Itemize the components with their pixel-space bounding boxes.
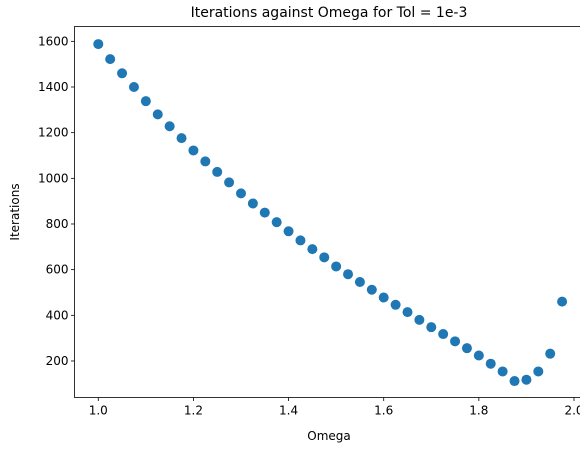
data-point [521, 374, 532, 385]
data-point [200, 156, 211, 167]
data-point [128, 82, 139, 93]
y-tick-label: 800 [46, 217, 69, 231]
data-point [473, 350, 484, 361]
data-point [259, 207, 270, 218]
axes-frame [74, 26, 580, 398]
x-tick-label: 1.0 [89, 404, 108, 418]
data-point [247, 198, 258, 209]
data-point [533, 366, 544, 377]
data-point [235, 188, 246, 199]
data-point [140, 96, 151, 107]
data-point [557, 296, 568, 307]
data-point [295, 235, 306, 246]
data-point [497, 366, 508, 377]
chart-title: Iterations against Omega for Tol = 1e-3 [191, 5, 468, 21]
data-point [343, 269, 354, 280]
data-point [545, 348, 556, 359]
data-point [212, 166, 223, 177]
x-tick-label: 1.6 [374, 404, 393, 418]
x-tick-label: 1.4 [279, 404, 298, 418]
data-point [366, 284, 377, 295]
data-point [319, 252, 330, 263]
data-point [188, 145, 199, 156]
x-axis-label: Omega [307, 429, 351, 443]
data-point [461, 343, 472, 354]
y-tick-label: 400 [46, 308, 69, 322]
data-point [378, 292, 389, 303]
y-tick-label: 1400 [38, 80, 69, 94]
data-point [414, 314, 425, 325]
x-axis-ticks: 1.0 1.2 1.4 1.6 1.8 2.0 [89, 397, 580, 418]
data-point [117, 68, 128, 79]
data-point [390, 299, 401, 310]
data-point [176, 133, 187, 144]
y-axis-ticks: 200 400 600 800 1000 1200 1400 1600 [38, 34, 75, 368]
data-point [331, 261, 342, 272]
y-axis-label: Iterations [8, 183, 22, 240]
data-point [509, 376, 520, 387]
data-point [307, 244, 318, 255]
x-tick-label: 1.8 [469, 404, 488, 418]
x-tick-label: 1.2 [184, 404, 203, 418]
data-point [438, 329, 449, 340]
y-tick-label: 200 [46, 354, 69, 368]
data-point [164, 121, 175, 132]
data-point [105, 54, 116, 65]
y-tick-label: 1200 [38, 126, 69, 140]
data-point [354, 276, 365, 287]
data-point [426, 322, 437, 333]
y-tick-label: 1600 [38, 34, 69, 48]
data-point [271, 217, 282, 228]
y-tick-label: 600 [46, 263, 69, 277]
data-point [224, 177, 235, 188]
data-point [402, 307, 413, 318]
x-tick-label: 2.0 [564, 404, 580, 418]
plot-area [93, 39, 568, 387]
data-point [450, 336, 461, 347]
data-point [93, 39, 104, 50]
data-point [283, 226, 294, 237]
y-tick-label: 1000 [38, 171, 69, 185]
data-point [485, 358, 496, 369]
data-point [152, 109, 163, 120]
